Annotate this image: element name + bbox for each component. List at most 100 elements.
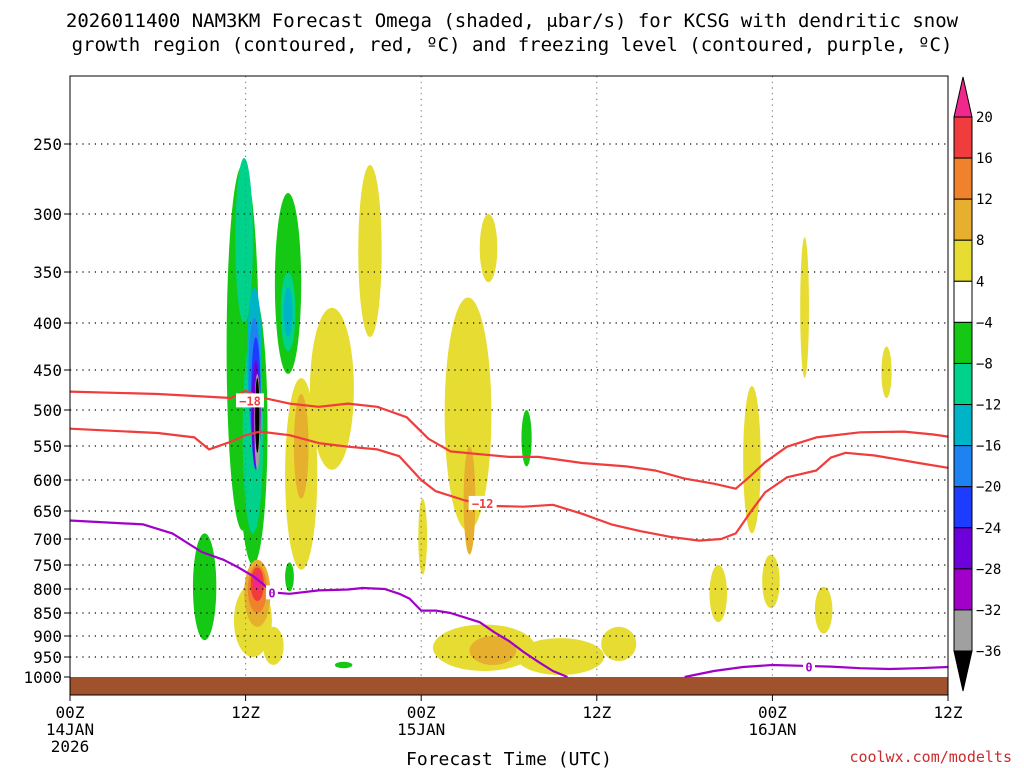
omega-shading-layer [192, 158, 892, 675]
x-tick-label-36: 12Z [582, 703, 611, 722]
omega-region-yellow-6 [263, 626, 284, 666]
y-tick-label-750: 750 [33, 556, 62, 575]
omega-region-orange-3 [469, 636, 517, 665]
x-tick-label-12: 12Z [231, 703, 260, 722]
omega-region-yellow-13 [762, 554, 780, 609]
colorbar-band-12 [953, 609, 973, 652]
omega-region-yellow-11 [709, 565, 728, 623]
contour-label-bg-3 [802, 659, 815, 674]
y-tick-label-800: 800 [33, 580, 62, 599]
omega-region-green-mid-1 [521, 410, 532, 467]
colorbar-top-arrow [953, 76, 973, 118]
x-axis-label: Forecast Time (UTC) [406, 749, 612, 768]
y-tick-label-650: 650 [33, 502, 62, 521]
colorbar-label-13: −36 [976, 644, 1001, 660]
colorbar-band-2 [953, 198, 973, 241]
contour-label-bg-0 [235, 393, 264, 408]
colorbar-label-7: −12 [976, 398, 1001, 414]
colorbar-label-11: −28 [976, 562, 1001, 578]
colorbar-label-3: 8 [976, 233, 984, 249]
colorbar-band-10 [953, 527, 973, 570]
y-tick-label-450: 450 [33, 361, 62, 380]
colorbar-band-8 [953, 445, 973, 488]
y-tick-label-950: 950 [33, 648, 62, 667]
omega-region-yellow-2 [479, 214, 498, 283]
x-tick-year-0: 2026 [51, 737, 90, 756]
contour-label-1: −12 [472, 497, 494, 511]
colorbar-label-10: −24 [976, 521, 1001, 537]
y-tick-label-850: 850 [33, 604, 62, 623]
colorbar-band-1 [953, 157, 973, 200]
contour-label-bg-1 [468, 495, 497, 510]
omega-region-green-tiny-1 [334, 661, 353, 669]
omega-region-yellow-3 [309, 307, 354, 470]
colorbar-band-3 [953, 239, 973, 282]
colorbar-bottom-arrow [953, 650, 973, 692]
colorbar-label-2: 12 [976, 192, 993, 208]
colorbar-label-0: 20 [976, 110, 993, 126]
omega-region-yellow-1 [358, 165, 382, 338]
chart-title-line-2: growth region (contoured, red, ºC) and f… [72, 34, 953, 56]
x-tick-label-60: 12Z [934, 703, 963, 722]
omega-region-yellow-16 [881, 346, 892, 398]
contour-line-3 [684, 663, 949, 679]
contour-label-2: 0 [268, 586, 275, 600]
contour-line-2 [69, 519, 568, 679]
colorbar-label-6: −8 [976, 356, 993, 372]
plot-frame [69, 75, 949, 696]
colorbar-band-4 [953, 280, 973, 323]
omega-region-yellow-14 [800, 237, 809, 378]
omega-colorbar: 20 16 12 8 4 −4 −8 −12 −16 −20 −24 −28 −32 −36 [953, 76, 1001, 692]
y-tick-label-900: 900 [33, 627, 62, 646]
omega-region-teal-1 [235, 158, 253, 323]
dotted-grid [70, 76, 948, 677]
y-tick-label-550: 550 [33, 437, 62, 456]
ground-surface [70, 677, 948, 695]
omega-region-yellow-7 [444, 297, 492, 531]
y-tick-label-1000: 1000 [23, 668, 62, 687]
colorbar-label-5: −4 [976, 315, 993, 331]
x-tick-label-0: 00Z [56, 703, 85, 722]
omega-region-green-low-1 [192, 533, 217, 641]
omega-region-yellow-15 [814, 586, 833, 634]
colorbar-band-6 [953, 362, 973, 406]
y-tick-label-700: 700 [33, 530, 62, 549]
omega-region-yellow-12 [743, 386, 761, 534]
colorbar-band-5 [953, 321, 973, 364]
y-tick-label-400: 400 [33, 314, 62, 333]
contour-line-0 [69, 389, 949, 490]
x-tick-date-48: 16JAN [748, 720, 796, 739]
y-tick-label-250: 250 [33, 135, 62, 154]
omega-region-cyan-2 [283, 287, 293, 338]
omega-region-yellow-17 [418, 498, 428, 575]
x-tick-date-0: 14JAN [46, 720, 94, 739]
contour-label-3: 0 [805, 661, 812, 675]
colorbar-label-8: −16 [976, 439, 1001, 455]
colorbar-band-9 [953, 486, 973, 529]
omega-region-yellow-10 [601, 626, 637, 662]
y-tick-label-350: 350 [33, 263, 62, 282]
colorbar-band-7 [953, 404, 973, 447]
colorbar-band-0 [953, 116, 973, 159]
y-tick-label-600: 600 [33, 471, 62, 490]
colorbar-band-11 [953, 568, 973, 611]
y-axis-pressure-levels: 250 300 350 400 450 500 550 600 650 700 750 800 850 9… [23, 135, 70, 687]
y-tick-label-300: 300 [33, 205, 62, 224]
contour-lines-layer: −18 −12 0 0 [69, 389, 949, 679]
x-tick-label-24: 00Z [407, 703, 436, 722]
omega-region-black-core [255, 378, 260, 453]
y-tick-label-500: 500 [33, 401, 62, 420]
colorbar-label-4: 4 [976, 274, 984, 290]
colorbar-label-9: −20 [976, 480, 1001, 496]
chart-title-line-1: 2026011400 NAM3KM Forecast Omega (shaded… [66, 10, 959, 32]
contour-label-bg-2 [265, 585, 278, 600]
omega-region-green-low-2 [285, 562, 294, 592]
colorbar-label-12: −32 [976, 603, 1001, 619]
omega-region-orange-1 [293, 394, 309, 499]
credit-link[interactable]: coolwx.com/modelts [849, 748, 1012, 766]
x-tick-date-24: 15JAN [397, 720, 445, 739]
contour-label-0: −18 [239, 394, 261, 408]
contour-line-1 [69, 427, 949, 542]
